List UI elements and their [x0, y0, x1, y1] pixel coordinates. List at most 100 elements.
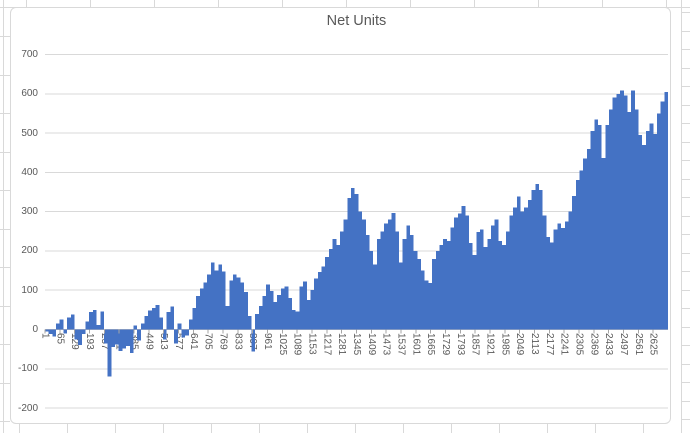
- bar: [92, 309, 97, 330]
- bar: [140, 323, 145, 330]
- bar: [509, 215, 514, 330]
- bar: [457, 213, 462, 330]
- sheet-gridline: [282, 0, 283, 7]
- bar: [575, 179, 580, 330]
- y-tick-label: 0: [32, 324, 38, 336]
- x-tick-label: 1793: [454, 333, 466, 356]
- x-tick-label: 1921: [484, 333, 496, 356]
- bar: [384, 223, 388, 330]
- y-tick-label: 600: [21, 88, 38, 100]
- sheet-gridline: [681, 419, 690, 420]
- bar: [406, 225, 411, 330]
- sheet-gridline: [410, 0, 411, 7]
- bar: [162, 329, 167, 340]
- bar: [461, 206, 466, 330]
- bar: [653, 133, 657, 330]
- bar: [513, 207, 517, 330]
- x-tick-label: 769: [217, 333, 229, 350]
- bar: [233, 274, 237, 330]
- bar: [376, 239, 381, 330]
- bar: [645, 131, 650, 330]
- bar: [472, 254, 477, 330]
- bar: [266, 284, 270, 330]
- bar: [225, 305, 230, 330]
- bar: [479, 229, 484, 330]
- bar: [664, 91, 669, 330]
- x-tick-label: 513: [158, 333, 170, 350]
- bar: [236, 277, 241, 330]
- chart-title: Net Units: [326, 13, 387, 29]
- x-tick-label: 2561: [632, 333, 644, 356]
- bar: [151, 307, 156, 330]
- x-tick-label: 2305: [573, 333, 585, 356]
- bar: [56, 323, 60, 330]
- sheet-gridline: [681, 290, 690, 291]
- bar: [391, 213, 396, 330]
- bar: [421, 270, 425, 330]
- sheet-gridline: [0, 344, 10, 345]
- bar: [620, 90, 624, 330]
- bar: [107, 329, 112, 377]
- bar: [166, 311, 171, 330]
- bar: [612, 97, 617, 330]
- sheet-gridline: [0, 267, 10, 268]
- bar: [369, 250, 374, 330]
- bar: [203, 282, 208, 330]
- bar: [48, 329, 53, 335]
- x-tick-label: 577: [173, 333, 184, 350]
- x-tick-label: 1: [39, 333, 51, 339]
- sheet-gridline: [681, 271, 690, 272]
- bar: [505, 231, 510, 330]
- bar: [332, 239, 337, 330]
- x-tick-label: 2241: [558, 333, 570, 356]
- y-tick-label: 700: [21, 49, 38, 60]
- sheet-gridline: [90, 0, 91, 7]
- bar: [520, 211, 525, 330]
- bar: [81, 329, 86, 335]
- bar: [454, 217, 458, 330]
- sheet-gridline: [681, 253, 690, 254]
- bar: [542, 215, 547, 330]
- bar: [498, 241, 503, 330]
- sheet-gridline: [451, 424, 452, 433]
- bar: [133, 325, 138, 330]
- y-tick-label: 500: [21, 127, 38, 139]
- bar: [535, 184, 540, 330]
- bar: [483, 247, 488, 330]
- bar: [568, 211, 573, 330]
- bar: [561, 228, 565, 330]
- bar: [214, 270, 219, 330]
- bar: [616, 93, 621, 330]
- bar: [218, 264, 222, 330]
- x-tick-label: 1153: [306, 333, 318, 355]
- bar: [358, 211, 363, 330]
- sheet-gridline: [681, 123, 690, 124]
- sheet-gridline: [0, 383, 10, 384]
- y-tick-label: 300: [21, 206, 38, 218]
- bar: [428, 283, 433, 330]
- sheet-gridline: [681, 105, 690, 106]
- bar: [572, 195, 576, 330]
- y-tick-label: 200: [21, 245, 38, 257]
- bar: [303, 281, 307, 330]
- sheet-gridline: [681, 68, 690, 69]
- sheet-gridline: [0, 113, 10, 114]
- bar: [502, 245, 506, 330]
- sheet-gridline: [0, 190, 10, 191]
- bar: [527, 199, 532, 330]
- bar: [487, 239, 492, 330]
- x-tick-label: 1473: [380, 333, 392, 356]
- bar: [199, 288, 204, 330]
- sheet-gridline: [115, 424, 116, 433]
- chart[interactable]: [10, 7, 671, 424]
- bar: [494, 219, 499, 330]
- bar: [531, 190, 536, 330]
- sheet-gridline: [681, 234, 690, 235]
- x-tick-label: 1537: [395, 333, 407, 356]
- x-tick-label: 385: [128, 333, 140, 350]
- bar: [210, 262, 215, 330]
- sheet-gridline: [3, 0, 4, 433]
- x-tick-label: 1857: [469, 333, 481, 356]
- bar: [468, 243, 473, 330]
- bar: [181, 329, 186, 338]
